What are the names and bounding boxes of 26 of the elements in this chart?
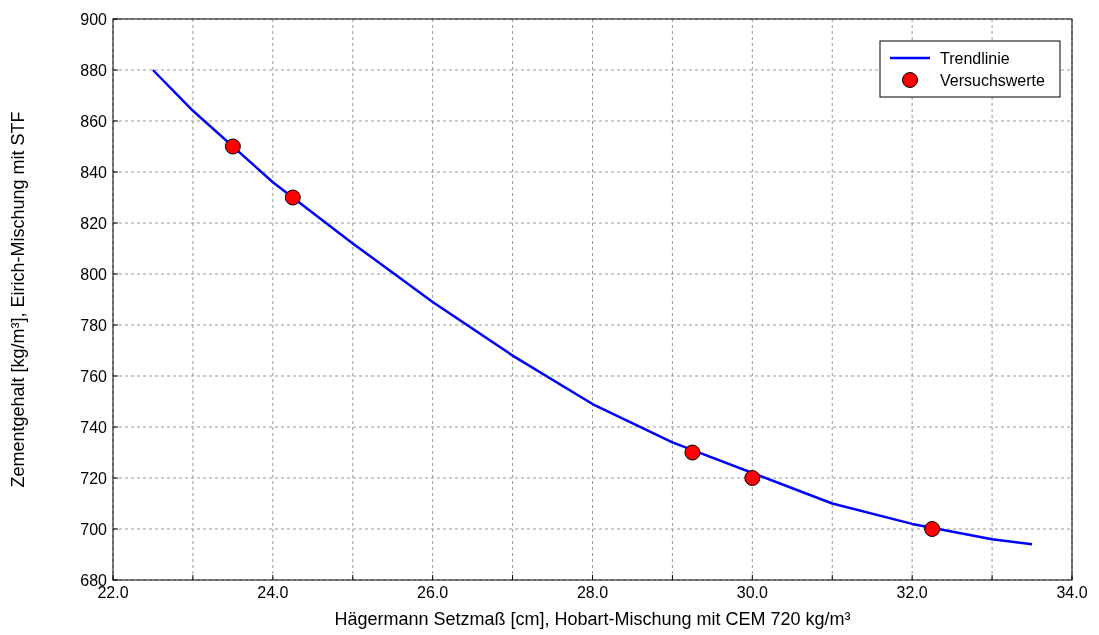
x-tick-label: 30.0 bbox=[736, 584, 769, 601]
x-axis-title: Hägermann Setzmaß [cm], Hobart-Mischung mit CEM 720 kg/m³ bbox=[334, 609, 851, 629]
y-tick-label: 900 bbox=[80, 11, 108, 28]
y-tick-label: 720 bbox=[80, 470, 108, 487]
y-tick-label: 780 bbox=[80, 317, 108, 334]
y-tick-label: 760 bbox=[80, 368, 108, 385]
point bbox=[924, 521, 941, 537]
legend-label: Versuchswerte bbox=[940, 72, 1046, 89]
y-tick-label: 740 bbox=[80, 419, 108, 436]
x-tick-label: 34.0 bbox=[1056, 584, 1088, 601]
y-tick-label: 800 bbox=[80, 266, 108, 283]
x-tick-label: 24.0 bbox=[257, 584, 289, 601]
legend-label: Trendlinie bbox=[940, 50, 1010, 67]
point bbox=[224, 138, 241, 155]
y-tick-label: 820 bbox=[80, 215, 108, 232]
y-tick-label: 840 bbox=[80, 164, 108, 181]
y-tick-label: 700 bbox=[80, 521, 108, 538]
point bbox=[684, 444, 701, 461]
y-tick-label: 860 bbox=[80, 113, 108, 130]
point bbox=[284, 189, 301, 206]
y-axis-title: Zementgehalt [kg/m³], Eirich-Mischung mit STF bbox=[8, 111, 28, 488]
x-tick-label: 28.0 bbox=[576, 584, 609, 601]
x-tick-label: 32.0 bbox=[896, 584, 928, 601]
x-tick-label: 26.0 bbox=[417, 584, 449, 601]
point bbox=[744, 470, 761, 486]
y-tick-label: 880 bbox=[80, 62, 108, 79]
